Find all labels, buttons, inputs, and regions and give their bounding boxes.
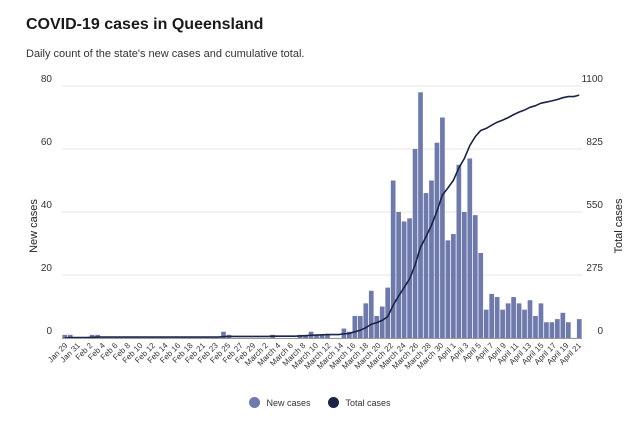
new-cases-bar bbox=[385, 287, 391, 338]
legend-new-cases-label: New cases bbox=[266, 397, 311, 408]
new-cases-bar bbox=[390, 180, 396, 338]
legend-new-cases-swatch bbox=[249, 397, 261, 408]
y-tick-label: 80 bbox=[41, 74, 53, 85]
new-cases-bar bbox=[221, 331, 226, 338]
new-cases-bar bbox=[89, 334, 95, 338]
new-cases-bar bbox=[418, 92, 423, 338]
new-cases-bars bbox=[62, 92, 582, 338]
y-tick-label: 60 bbox=[41, 137, 53, 148]
y2-tick-label: 1100 bbox=[581, 74, 603, 85]
new-cases-bar bbox=[467, 158, 473, 338]
new-cases-bar bbox=[429, 180, 434, 338]
new-cases-bar bbox=[374, 315, 380, 338]
new-cases-bar bbox=[555, 319, 560, 338]
new-cases-bar bbox=[544, 322, 549, 338]
new-cases-bar bbox=[565, 322, 571, 338]
y-tick-label: 40 bbox=[41, 200, 53, 211]
new-cases-bar bbox=[379, 306, 385, 338]
new-cases-bar bbox=[549, 322, 555, 338]
new-cases-bar bbox=[461, 212, 467, 338]
new-cases-bar bbox=[396, 212, 401, 338]
new-cases-bar bbox=[412, 149, 418, 338]
new-cases-bar bbox=[478, 252, 484, 338]
y2-tick-label: 0 bbox=[597, 326, 603, 337]
new-cases-bar bbox=[511, 297, 516, 338]
chart-subtitle: Daily count of the state's new cases and… bbox=[26, 48, 305, 60]
new-cases-bar bbox=[67, 334, 73, 338]
new-cases-bar bbox=[494, 297, 500, 338]
new-cases-bar bbox=[319, 334, 325, 338]
y-axis-label: New cases bbox=[28, 199, 40, 253]
new-cases-bar bbox=[500, 309, 505, 338]
new-cases-bar bbox=[560, 312, 566, 338]
y2-tick-label: 550 bbox=[586, 200, 603, 211]
new-cases-bar bbox=[325, 334, 330, 338]
new-cases-bar bbox=[527, 300, 533, 338]
legend-total-cases-label: Total cases bbox=[345, 397, 391, 408]
new-cases-bar bbox=[352, 315, 358, 338]
legend-item-total-cases[interactable]: Total cases bbox=[328, 397, 391, 408]
new-cases-bar bbox=[538, 303, 544, 338]
legend-total-cases-swatch bbox=[328, 397, 340, 408]
total-cases-line bbox=[64, 94, 580, 339]
new-cases-bar bbox=[516, 303, 522, 338]
new-cases-bar bbox=[401, 221, 407, 338]
new-cases-bar bbox=[347, 331, 352, 338]
new-cases-bar bbox=[314, 334, 319, 338]
new-cases-bar bbox=[440, 117, 445, 338]
total-cases-line-path bbox=[64, 94, 580, 339]
y2-axis-label: Total cases bbox=[613, 198, 625, 254]
grid-lines bbox=[62, 85, 582, 339]
new-cases-bar bbox=[423, 193, 429, 338]
y-tick-label: 20 bbox=[41, 263, 53, 274]
new-cases-bar bbox=[62, 334, 68, 338]
new-cases-bar bbox=[451, 234, 456, 338]
new-cases-bar bbox=[357, 315, 363, 338]
y2-tick-label: 825 bbox=[586, 137, 603, 148]
legend: New cases Total cases bbox=[0, 397, 640, 408]
new-cases-bar bbox=[483, 309, 489, 338]
new-cases-bar bbox=[533, 315, 538, 338]
new-cases-bar bbox=[505, 303, 511, 338]
new-cases-bar bbox=[489, 293, 495, 338]
new-cases-bar bbox=[456, 164, 462, 338]
new-cases-bar bbox=[368, 290, 374, 338]
chart-title: COVID-19 cases in Queensland bbox=[26, 16, 264, 33]
new-cases-bar bbox=[522, 309, 527, 338]
new-cases-bar bbox=[576, 319, 582, 338]
new-cases-bar bbox=[472, 215, 478, 338]
new-cases-bar bbox=[445, 240, 451, 338]
new-cases-bar bbox=[363, 303, 369, 338]
y-tick-label: 0 bbox=[46, 326, 52, 337]
new-cases-bar bbox=[434, 142, 440, 338]
y2-tick-label: 275 bbox=[586, 263, 603, 274]
legend-item-new-cases[interactable]: New cases bbox=[249, 397, 310, 408]
